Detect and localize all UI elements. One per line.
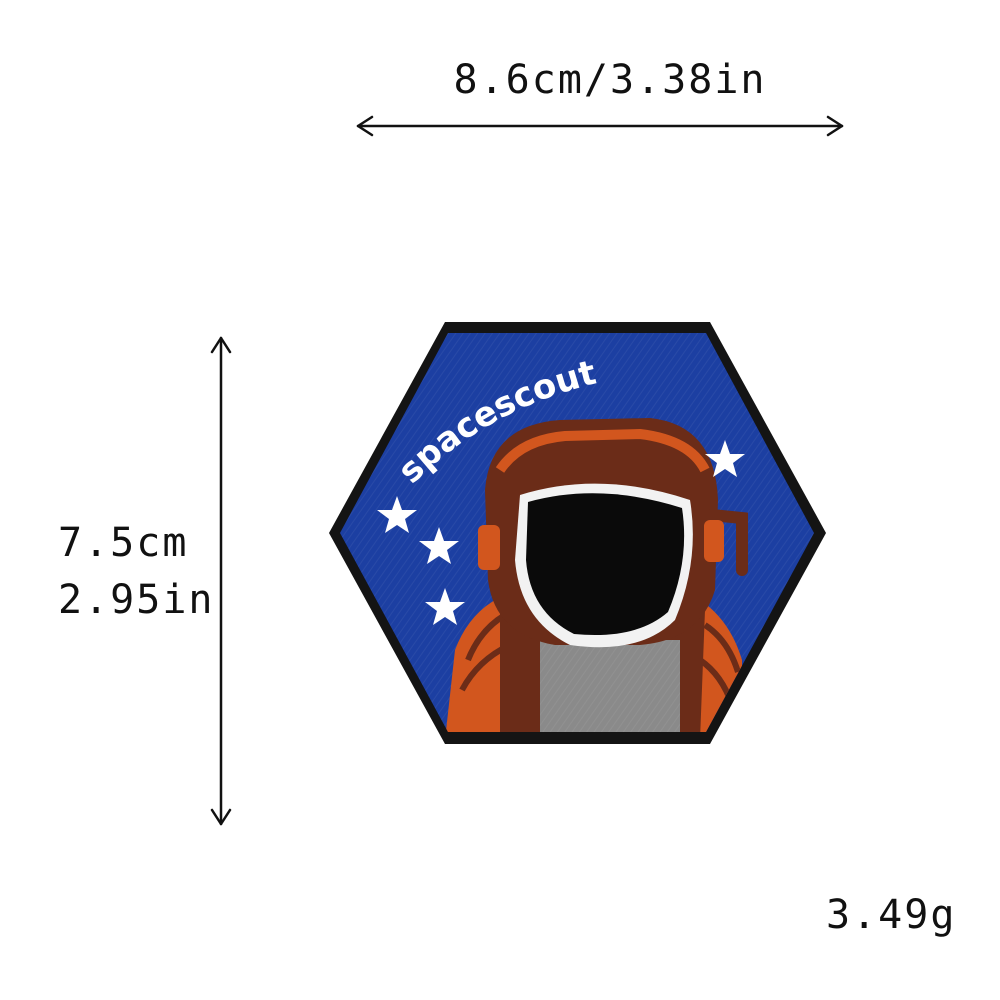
- star-icons: [377, 440, 745, 625]
- astronaut-illustration: [445, 418, 748, 732]
- width-dimension-label: 8.6cm/3.38in: [453, 57, 767, 103]
- vertical-double-arrow-icon: [210, 336, 232, 826]
- star-icon: [377, 496, 417, 533]
- star-icon: [419, 527, 459, 564]
- star-icon: [425, 588, 465, 625]
- helmet-visor: [526, 493, 685, 636]
- weight-label: 3.49g: [826, 892, 957, 938]
- star-icon: [705, 440, 745, 477]
- height-dimension-in-label: 2.95in: [58, 577, 215, 623]
- horizontal-double-arrow-icon: [356, 115, 844, 137]
- height-dimension-cm-label: 7.5cm: [58, 520, 189, 566]
